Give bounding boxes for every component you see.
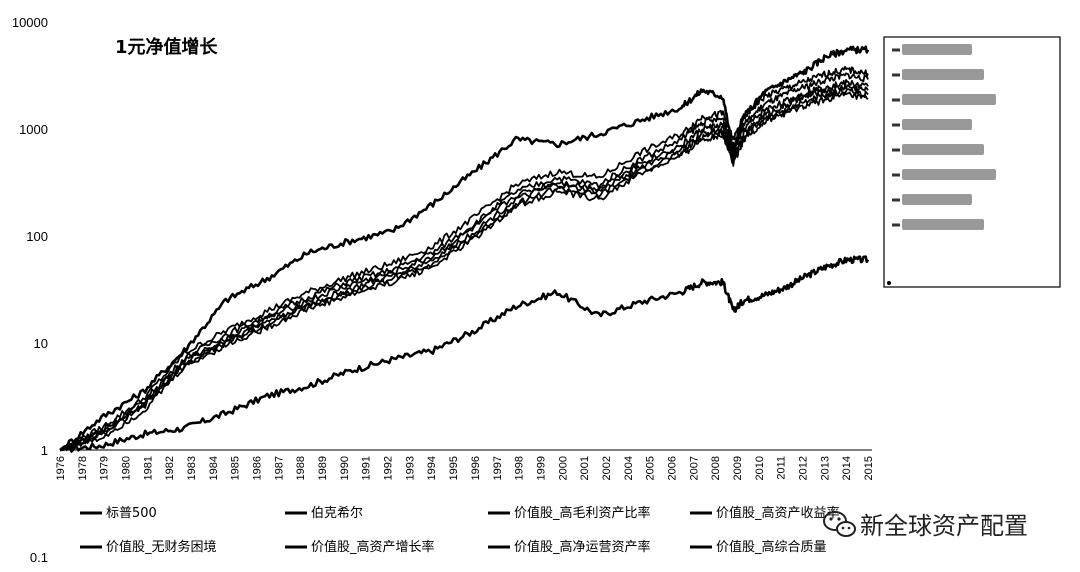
legend-label: 价值股_无财务困境 (106, 539, 217, 555)
wechat-icon (823, 511, 856, 537)
x-tick-label: 1979 (99, 456, 111, 480)
series-line (59, 88, 869, 451)
x-tick-label: 2013 (819, 456, 831, 480)
x-tick-label: 1985 (230, 456, 242, 480)
y-tick-label: 0.1 (30, 550, 48, 565)
y-tick-label: 1 (41, 443, 48, 458)
x-tick-label: 1993 (404, 456, 416, 480)
watermark: 新全球资产配置 (823, 511, 1028, 540)
y-tick-label: 10 (34, 336, 48, 351)
series-line (59, 65, 869, 451)
x-tick-label: 2015 (863, 456, 875, 480)
series-line (59, 84, 869, 452)
side-legend-entry (902, 194, 972, 205)
watermark-text: 新全球资产配置 (860, 512, 1028, 540)
legend-label: 伯克希尔 (311, 506, 363, 521)
x-tick-label: 2005 (645, 456, 657, 480)
side-legend-entries (887, 44, 996, 285)
x-tick-label: 2014 (841, 456, 853, 480)
series-line (59, 72, 869, 451)
side-legend-entry (902, 69, 984, 80)
x-tick-label: 1994 (426, 456, 438, 480)
side-legend-box (883, 36, 1061, 288)
y-tick-label: 10000 (12, 15, 48, 30)
y-tick-label: 100 (26, 229, 48, 244)
legend-label: 价值股_高资产增长率 (311, 539, 435, 555)
x-tick-label: 1995 (448, 456, 460, 480)
legend-label: 价值股_高毛利资产比率 (514, 505, 651, 521)
side-legend-entry (902, 44, 972, 55)
x-tick-label: 2011 (776, 456, 788, 480)
side-legend-entry (902, 119, 972, 130)
side-legend-entry (902, 169, 996, 180)
x-tick-label: 1983 (186, 456, 198, 480)
side-legend-marker (887, 281, 891, 285)
x-tick-label: 2010 (754, 456, 766, 480)
x-tick-label: 2008 (710, 456, 722, 480)
series-lines (59, 45, 870, 453)
legend-label: 价值股_高综合质量 (716, 539, 827, 555)
x-tick-label: 1997 (492, 456, 504, 480)
x-tick-label: 1987 (273, 456, 285, 480)
x-tick-label: 1988 (295, 456, 307, 480)
x-tick-label: 2007 (688, 456, 700, 480)
x-tick-label: 1976 (55, 456, 67, 480)
x-tick-label: 1981 (142, 456, 154, 480)
x-tick-label: 1984 (208, 456, 220, 480)
x-tick-label: 2006 (666, 456, 678, 480)
x-tick-label: 2001 (579, 456, 591, 480)
side-legend-entry (902, 144, 984, 155)
series-line (59, 255, 870, 453)
x-axis: 1976 1978 1979 1980 1981 1982 1983 1984 1985 1986… (55, 449, 875, 480)
y-axis: 0.1 1 10 100 1000 10000 (12, 15, 48, 565)
x-tick-label: 2002 (601, 456, 613, 480)
x-tick-label: 1998 (514, 456, 526, 480)
chart-title: 1元净值增长 (115, 36, 219, 58)
x-tick-label: 1991 (361, 456, 373, 480)
x-tick-label: 2004 (623, 456, 635, 480)
x-tick-label: 2009 (732, 456, 744, 480)
series-line (59, 91, 869, 451)
y-tick-label: 1000 (19, 122, 48, 137)
x-tick-label: 2012 (797, 456, 809, 480)
x-tick-label: 1989 (317, 456, 329, 480)
series-line (59, 45, 870, 452)
legend-label: 标普500 (106, 506, 157, 521)
x-tick-label: 1982 (164, 456, 176, 480)
x-tick-label: 1986 (252, 456, 264, 480)
x-tick-label: 1980 (121, 456, 133, 480)
side-legend-entry (902, 219, 984, 230)
x-tick-label: 1999 (535, 456, 547, 480)
side-legend-entry (902, 94, 996, 105)
legend-label: 价值股_高资产收益率 (716, 505, 840, 521)
x-tick-label: 1978 (77, 456, 89, 480)
legend-label: 价值股_高净运营资产率 (514, 539, 651, 555)
x-tick-label: 1992 (383, 456, 395, 480)
x-tick-label: 2000 (557, 456, 569, 480)
x-tick-label: 1990 (339, 456, 351, 480)
x-tick-label: 1996 (470, 456, 482, 480)
